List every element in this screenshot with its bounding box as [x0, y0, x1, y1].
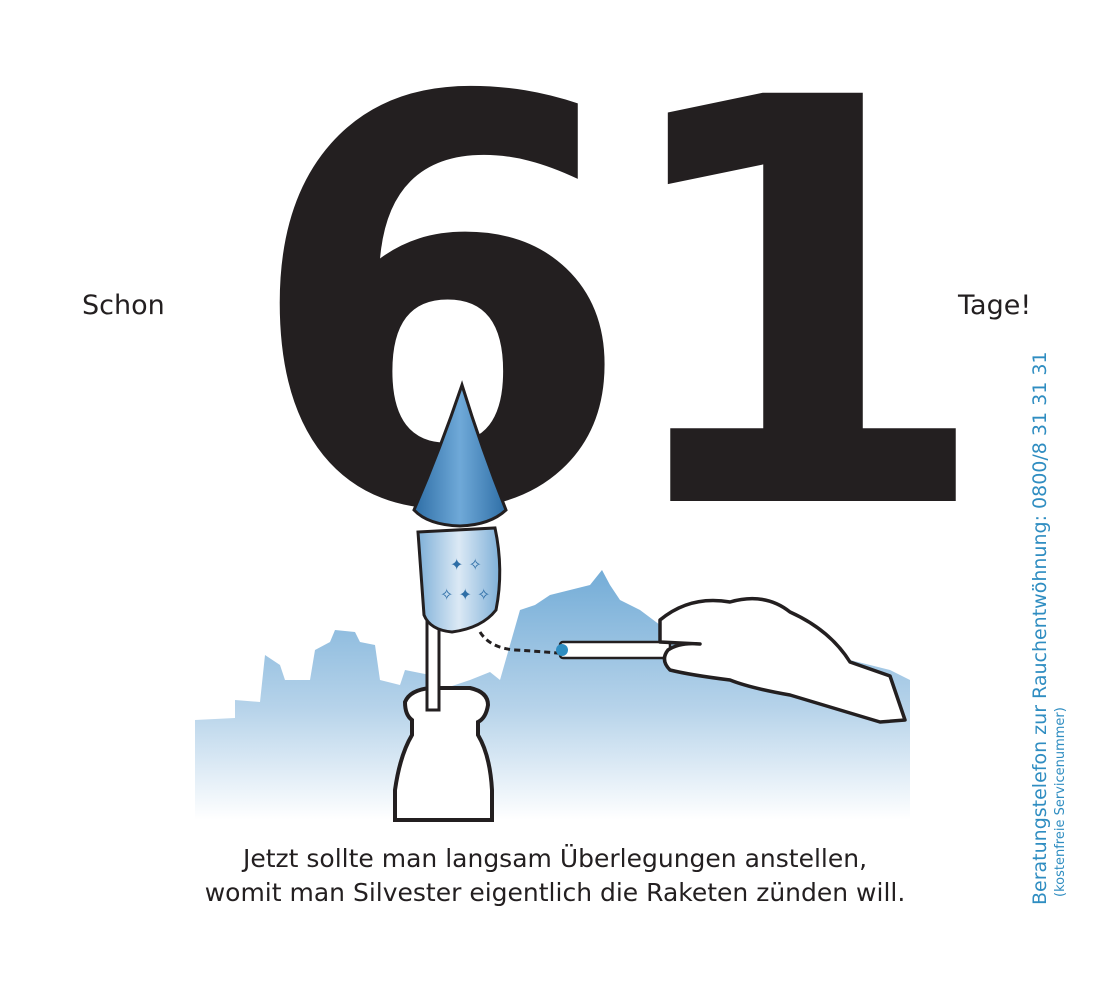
rocket-body: [416, 526, 502, 634]
city-skyline: [195, 570, 910, 820]
svg-text:✦ ✧: ✦ ✧: [450, 555, 482, 574]
caption: Jetzt sollte man langsam Überlegungen an…: [200, 842, 910, 910]
crescent-moon: [287, 585, 310, 613]
cigarette: [558, 640, 672, 660]
rocket-cone: [412, 380, 508, 528]
caption-line-2: womit man Silvester eigentlich die Raket…: [204, 878, 906, 907]
suffix-word: Tage!: [958, 290, 1032, 321]
hotline-info: Beratungstelefon zur Rauchentwöhnung: 08…: [1028, 351, 1070, 905]
prefix-word: Schon: [82, 290, 165, 321]
hotline-label: Beratungstelefon zur Rauchentwöhnung: 08…: [1029, 351, 1051, 905]
caption-line-1: Jetzt sollte man langsam Überlegungen an…: [242, 844, 868, 873]
rocket-fuse: [478, 631, 566, 656]
hotline-note: (kostenfreie Servicenummer): [1053, 707, 1068, 897]
bottle: [393, 686, 494, 822]
hand: [658, 596, 907, 724]
day-count-number: 61: [245, 0, 994, 634]
rocket-illustration: ✦ ✧ ✧ ✦ ✧: [195, 380, 910, 822]
svg-text:✧ ✦ ✧: ✧ ✦ ✧: [440, 585, 490, 604]
